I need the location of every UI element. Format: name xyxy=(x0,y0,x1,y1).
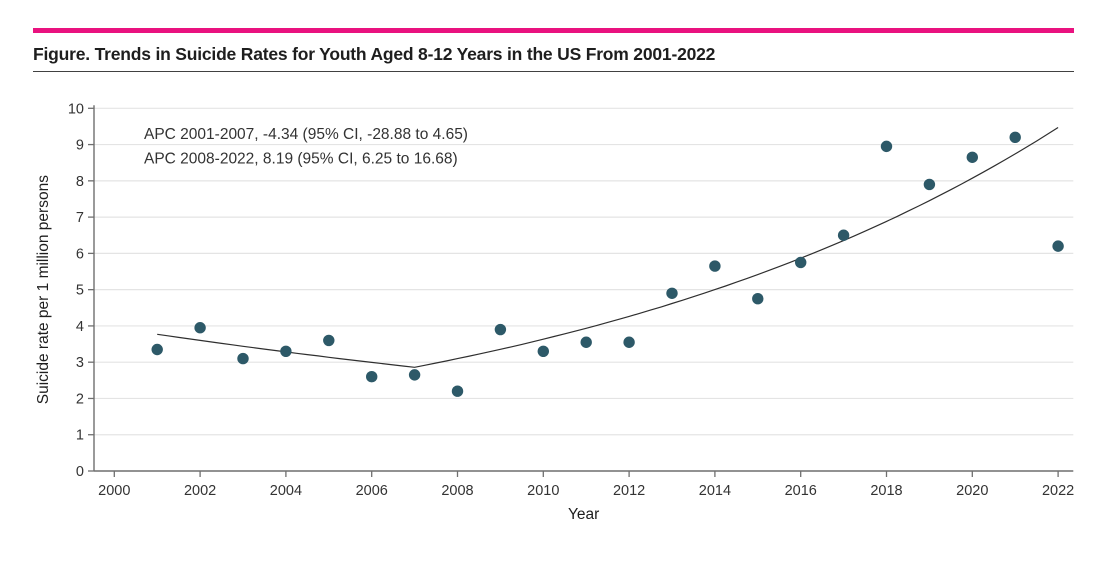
data-point xyxy=(623,336,635,348)
x-axis-tick-label: 2020 xyxy=(956,483,988,499)
x-axis-tick-label: 2012 xyxy=(613,483,645,499)
data-point xyxy=(408,369,421,381)
data-point xyxy=(237,352,249,365)
data-point xyxy=(1009,131,1021,144)
data-point xyxy=(537,345,549,358)
apc-annotation-line: APC 2008-2022, 8.19 (95% CI, 6.25 to 16.… xyxy=(144,151,458,168)
x-axis-tick-label: 2022 xyxy=(1042,483,1074,499)
y-axis-tick-label: 8 xyxy=(76,174,84,190)
data-point xyxy=(280,345,292,358)
data-point xyxy=(837,229,850,241)
x-axis-tick-label: 2018 xyxy=(870,483,902,499)
data-point xyxy=(709,260,721,272)
y-axis-tick-label: 3 xyxy=(76,355,84,371)
y-axis-tick-label: 0 xyxy=(76,464,84,480)
figure-title: Figure. Trends in Suicide Rates for Yout… xyxy=(33,44,716,64)
y-axis-tick-label: 4 xyxy=(76,319,84,335)
y-axis-tick-label: 6 xyxy=(76,246,84,262)
x-axis-title: Year xyxy=(568,506,599,523)
data-point xyxy=(752,293,764,305)
data-point xyxy=(1052,240,1064,252)
data-point xyxy=(966,151,978,163)
data-point xyxy=(451,385,464,397)
data-point xyxy=(580,336,592,348)
accent-bar xyxy=(33,28,1074,33)
y-axis-tick-label: 1 xyxy=(76,428,84,444)
data-point xyxy=(194,322,206,334)
apc-annotation-line: APC 2001-2007, -4.34 (95% CI, -28.88 to … xyxy=(144,126,468,143)
data-point xyxy=(795,256,807,269)
x-axis-tick-label: 2006 xyxy=(356,483,388,499)
x-axis-tick-label: 2008 xyxy=(441,483,473,499)
y-axis-tick-label: 10 xyxy=(68,101,84,117)
x-axis-tick-label: 2002 xyxy=(184,483,216,499)
data-point xyxy=(880,140,893,153)
y-axis-tick-label: 9 xyxy=(76,138,84,154)
y-axis-tick-label: 7 xyxy=(76,210,84,226)
x-axis-tick-label: 2014 xyxy=(699,483,731,499)
data-point xyxy=(923,178,936,191)
data-point xyxy=(323,334,335,347)
data-point xyxy=(666,287,678,299)
data-point xyxy=(366,370,378,383)
x-axis-tick-label: 2000 xyxy=(98,483,130,499)
y-axis-tick-label: 2 xyxy=(76,391,84,407)
title-divider xyxy=(33,71,1074,72)
trend-line xyxy=(157,126,1059,368)
y-axis-title: Suicide rate per 1 million persons xyxy=(35,175,52,404)
x-axis-tick-label: 2004 xyxy=(270,483,302,499)
data-point xyxy=(494,323,507,336)
data-point xyxy=(151,343,163,356)
x-axis-tick-label: 2010 xyxy=(527,483,559,499)
y-axis-tick-label: 5 xyxy=(76,283,84,299)
x-axis-tick-label: 2016 xyxy=(785,483,817,499)
